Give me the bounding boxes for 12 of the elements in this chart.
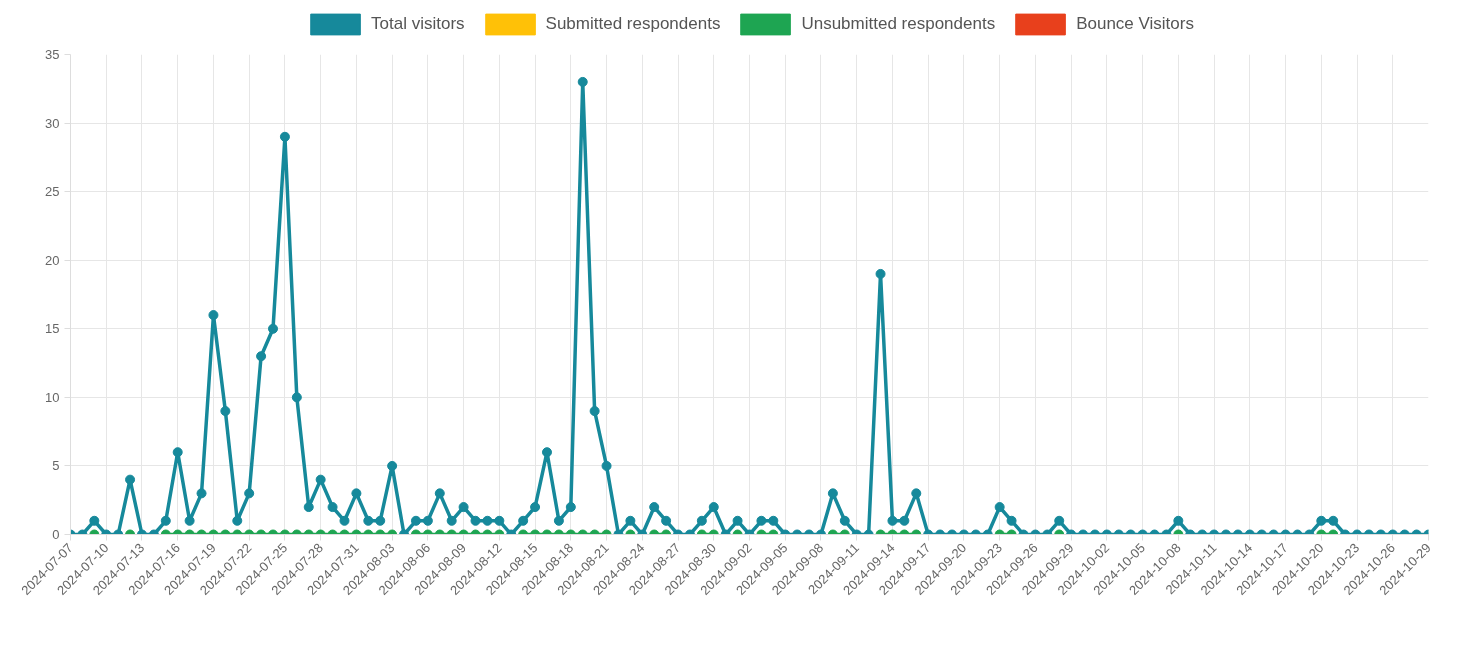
legend-label: Unsubmitted respondents bbox=[801, 14, 996, 34]
y-tick-label: 30 bbox=[45, 115, 60, 131]
y-tick-label: 10 bbox=[45, 389, 60, 405]
y-tick-label: 35 bbox=[45, 47, 60, 62]
legend-label: Total visitors bbox=[371, 14, 465, 34]
legend-label: Submitted respondents bbox=[545, 14, 721, 34]
y-tick-label: 15 bbox=[45, 321, 60, 337]
y-tick-label: 20 bbox=[45, 252, 60, 268]
y-tick-label: 25 bbox=[45, 184, 60, 200]
y-tick-label: 5 bbox=[52, 458, 60, 474]
legend-label: Bounce Visitors bbox=[1076, 14, 1194, 34]
y-tick-label: 0 bbox=[52, 527, 60, 542]
